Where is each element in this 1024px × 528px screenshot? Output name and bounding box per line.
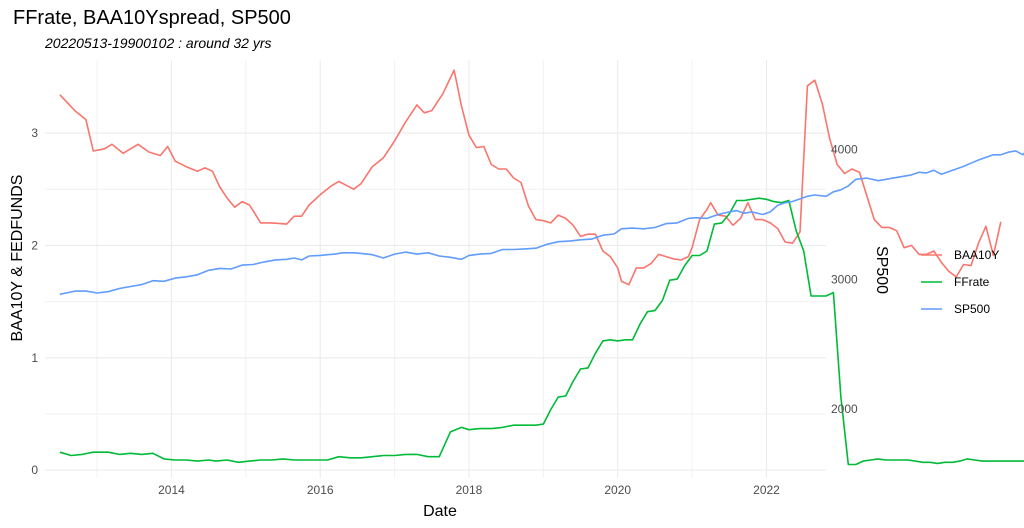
y-left-tick-label: 0 xyxy=(31,463,38,477)
series-line-ffrate xyxy=(59,197,1024,466)
y-right-tick-label: 2000 xyxy=(831,402,858,416)
y-left-tick-label: 1 xyxy=(31,351,38,365)
x-tick-label: 2022 xyxy=(753,483,780,497)
x-tick-label: 2016 xyxy=(307,483,334,497)
legend: BAA10Y FFrate SP500 xyxy=(921,248,999,316)
x-tick-label: 2020 xyxy=(604,483,631,497)
series-line-baa10y xyxy=(59,69,1002,286)
y-right-tick-label: 3000 xyxy=(831,272,858,286)
legend-label-ffrate: FFrate xyxy=(954,275,990,289)
legend-label-sp500: SP500 xyxy=(954,302,990,316)
y-right-tick-label: 4000 xyxy=(831,143,858,157)
series-lines xyxy=(59,69,1024,466)
y-left-tick-label: 2 xyxy=(31,238,38,252)
series-line-sp500 xyxy=(59,150,1024,296)
y-axis-left-title: BAA10Y & FEDFUNDS xyxy=(9,175,26,342)
legend-label-baa10y: BAA10Y xyxy=(954,248,999,262)
y-axis-right-title: SP500 xyxy=(873,246,890,294)
x-axis-title: Date xyxy=(423,503,457,520)
grid-lines xyxy=(45,60,826,478)
x-tick-label: 2014 xyxy=(158,483,185,497)
chart-subtitle: 20220513-19900102 : around 32 yrs xyxy=(44,35,272,51)
x-tick-label: 2018 xyxy=(456,483,483,497)
tick-labels: 2014 2016 2018 2020 2022 0 1 2 3 2000 3000 4000 xyxy=(31,126,858,497)
y-left-tick-label: 3 xyxy=(31,126,38,140)
chart-title: FFrate, BAA10Yspread, SP500 xyxy=(13,7,291,29)
